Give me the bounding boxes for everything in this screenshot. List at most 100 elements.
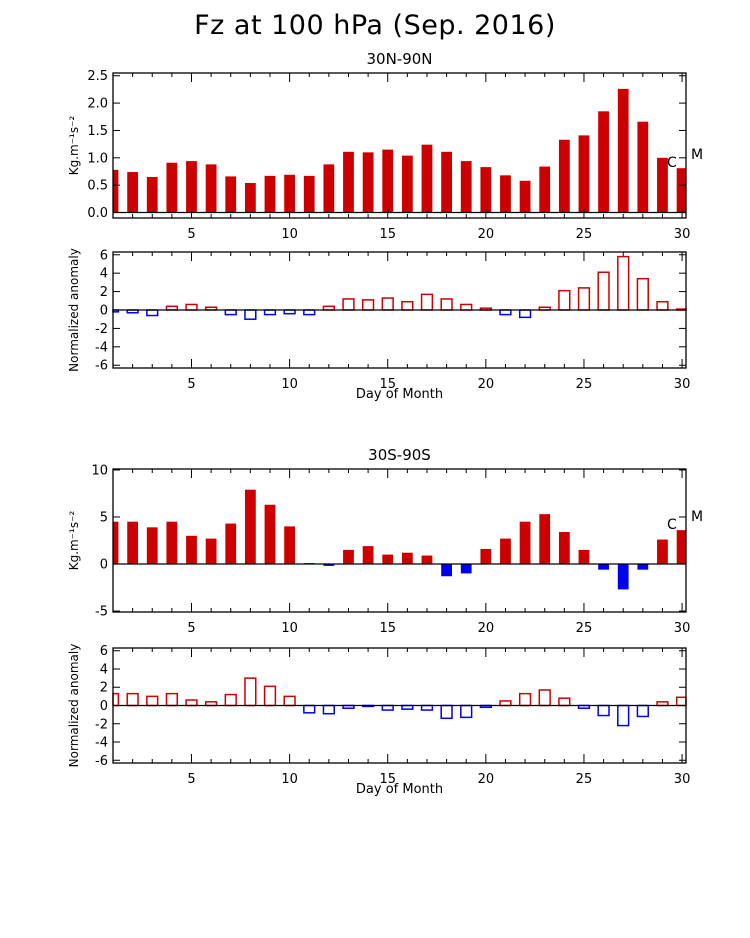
y-tick-label: -6 [95,754,108,769]
bar [637,121,649,213]
bar [362,152,374,213]
bar [284,174,296,213]
bar [637,564,649,570]
bar [440,298,453,311]
bar [636,704,649,718]
y-tick-label: -4 [95,340,108,355]
bar [323,164,335,213]
y-tick-label: -4 [95,736,108,751]
y-tick-label: 0 [100,304,108,319]
bar [225,176,237,213]
y-tick-label: 0 [100,558,108,573]
bar [558,697,571,707]
bar [186,535,197,565]
bar [539,166,551,213]
bar [657,539,668,565]
bar [617,255,630,311]
y-tick-label: 0 [100,699,108,714]
x-tick-label: 5 [187,377,195,392]
bar [224,693,237,707]
bar [421,144,433,213]
y-tick-label: 1.0 [87,151,108,166]
bar [598,564,609,570]
bar [244,489,256,565]
x-tick-label: 10 [281,621,298,636]
y-tick-label: 0.5 [87,179,108,194]
y-axis-label: Normalized anomaly [67,248,81,372]
x-tick-label: 30 [674,621,691,636]
bar [401,155,413,213]
bar [636,277,649,311]
bar [361,299,375,311]
bar [500,175,511,213]
x-tick-label: 25 [576,772,593,787]
bar [597,704,610,717]
y-tick-label: -6 [95,359,108,374]
x-tick-label: 15 [379,772,396,787]
bar [205,538,217,565]
bar [617,564,629,590]
bar [146,527,158,565]
bar [578,549,590,565]
x-tick-label: 30 [674,772,691,787]
x-tick-label: 25 [576,621,593,636]
plot-frame [112,468,687,613]
bar [225,523,237,565]
bar [323,564,335,566]
x-tick-label: 10 [281,227,298,242]
y-tick-label: 5 [100,510,108,525]
bar [166,162,178,213]
bar [441,564,452,577]
bar [113,169,119,213]
x-tick-label: 20 [478,772,495,787]
bar [538,689,551,707]
bar [401,552,413,565]
bar [480,548,492,565]
bar [617,704,630,727]
bar [519,521,531,565]
bar [460,564,472,574]
bar [303,309,316,316]
bar [558,532,570,565]
y-tick-label: 6 [100,644,108,659]
bar [244,677,257,707]
annotation-label: M [691,509,703,525]
x-tick-label: 20 [478,227,495,242]
annotation-label: C [667,155,677,171]
plot-frame [112,72,687,219]
bar [113,521,119,565]
bar [656,300,669,311]
bar [578,135,590,213]
bar [146,695,159,707]
bar [519,180,531,213]
x-tick-label: 15 [379,621,396,636]
bar [500,538,511,565]
y-tick-label: 2 [100,285,108,300]
y-axis-label: Kg.m⁻¹s⁻² [67,511,81,571]
bar [263,309,277,316]
bar [382,554,394,565]
bar [264,175,276,213]
bar [441,151,452,213]
bar [617,88,629,213]
bar [598,111,609,213]
x-tick-label: 5 [187,227,195,242]
y-tick-label: 4 [100,662,108,677]
bar [146,309,159,317]
bar [112,692,120,707]
bar [264,504,276,565]
bar [343,151,354,213]
bar [244,182,256,213]
bar [558,289,571,311]
annotation-label: C [667,517,677,533]
bar [480,167,492,213]
bar [499,309,512,316]
y-tick-label: 6 [100,248,108,263]
x-tick-label: 25 [576,377,593,392]
y-axis-label: Kg.m⁻¹s⁻² [67,116,81,176]
bar [322,704,336,715]
annotation-label: M [691,147,703,163]
panel-title: 30N-90N [366,50,432,68]
bar [518,692,532,707]
